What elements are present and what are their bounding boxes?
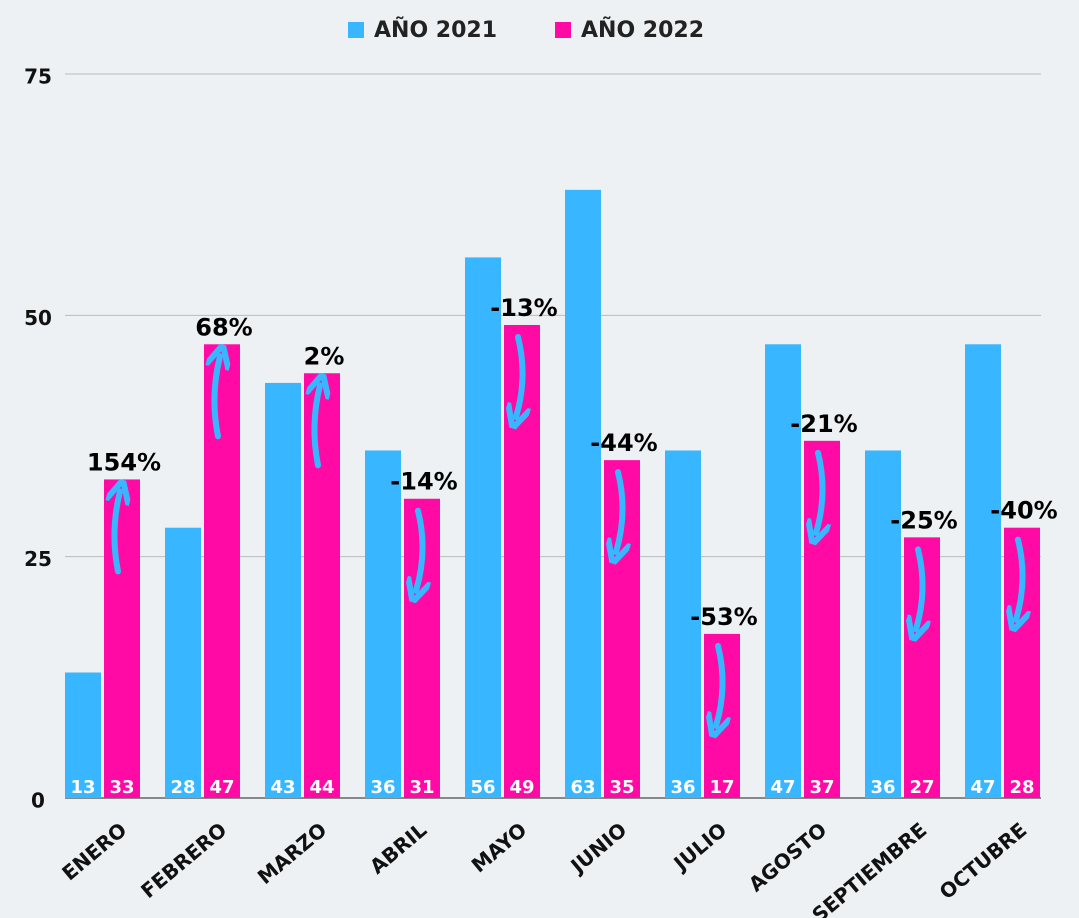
bar (865, 450, 901, 798)
bar (104, 479, 140, 798)
value-label: 47 (770, 777, 795, 798)
legend-swatch (555, 22, 571, 38)
change-arrow (816, 449, 823, 533)
x-tick-label: ENERO (57, 818, 131, 886)
y-tick-label: 25 (24, 547, 52, 571)
x-tick-label: FEBRERO (136, 818, 231, 903)
change-arrow (616, 469, 623, 552)
value-label: 47 (970, 777, 995, 798)
value-label: 47 (209, 777, 234, 798)
value-label: 17 (709, 777, 734, 798)
bar (665, 450, 701, 798)
x-tick-label: MARZO (253, 818, 331, 889)
change-label: -21% (790, 410, 857, 438)
legend-swatch (348, 22, 364, 38)
value-label: 28 (170, 777, 195, 798)
change-arrow (1016, 536, 1023, 620)
change-label: -13% (490, 294, 557, 322)
x-tick-label: ABRIL (365, 817, 431, 878)
change-arrow (516, 333, 523, 417)
y-tick-label: 0 (31, 789, 45, 813)
x-tick-label: JUNIO (565, 818, 632, 879)
change-label: -25% (890, 506, 957, 534)
change-label: 2% (304, 342, 345, 370)
change-label: -44% (590, 429, 657, 457)
change-arrow (114, 491, 120, 575)
value-label: 13 (70, 777, 95, 798)
y-tick-label: 50 (24, 306, 52, 330)
y-tick-label: 75 (24, 65, 52, 89)
change-label: -40% (990, 497, 1057, 525)
value-label: 35 (609, 777, 634, 798)
legend-label: AÑO 2022 (581, 17, 704, 43)
value-label: 36 (370, 777, 395, 798)
bar (65, 672, 101, 798)
value-label: 27 (909, 777, 934, 798)
bar (965, 344, 1001, 798)
value-label: 28 (1009, 777, 1034, 798)
bar (765, 344, 801, 798)
value-label: 56 (470, 777, 495, 798)
change-arrow (916, 546, 923, 629)
change-label: -53% (690, 603, 757, 631)
x-tick-label: MAYO (467, 818, 532, 878)
value-label: 33 (109, 777, 134, 798)
value-label: 49 (509, 777, 534, 798)
change-label: -14% (390, 468, 457, 496)
value-label: 36 (870, 777, 895, 798)
value-label: 37 (809, 777, 834, 798)
value-label: 63 (570, 777, 595, 798)
bar (165, 527, 201, 798)
value-label: 36 (670, 777, 695, 798)
change-arrow (716, 642, 723, 726)
value-label: 44 (309, 777, 334, 798)
legend-label: AÑO 2021 (374, 17, 497, 43)
value-label: 43 (270, 777, 295, 798)
value-label: 31 (409, 777, 434, 798)
change-label: 154% (87, 448, 161, 476)
x-tick-label: OCTUBRE (935, 818, 1032, 904)
change-arrow (214, 356, 220, 440)
bar (565, 189, 601, 799)
bar (304, 373, 340, 798)
x-tick-label: JULIO (668, 818, 732, 877)
bar (204, 344, 240, 798)
bar (465, 257, 501, 798)
change-arrow (314, 385, 320, 469)
change-arrow (416, 507, 423, 591)
bar (265, 382, 301, 798)
x-tick-label: AGOSTO (744, 818, 831, 897)
bar (365, 450, 401, 798)
change-label: 68% (195, 313, 252, 341)
